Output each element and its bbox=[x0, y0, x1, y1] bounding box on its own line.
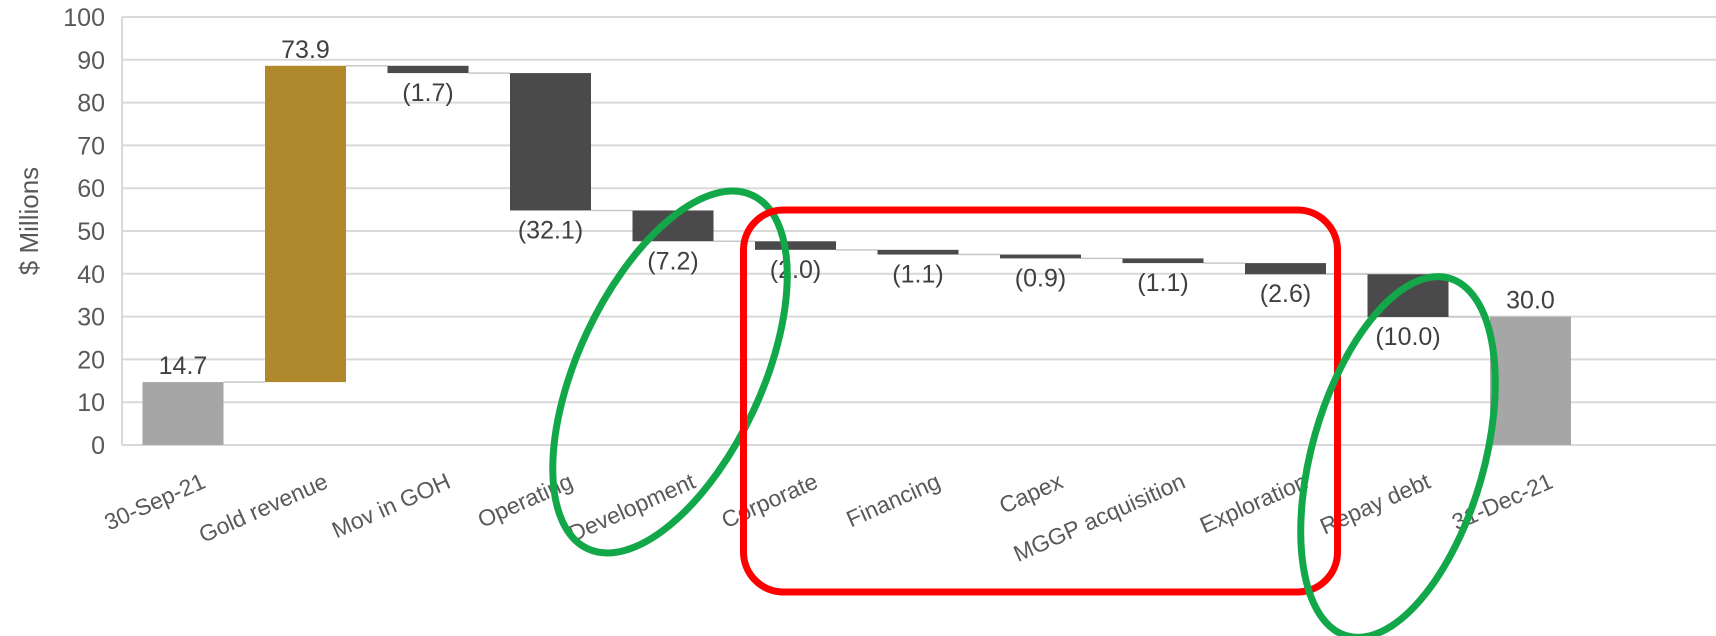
highlight-ellipse-development bbox=[549, 187, 791, 557]
y-tick-label: 0 bbox=[91, 432, 105, 460]
bars bbox=[142, 65, 1571, 445]
data-label: (0.9) bbox=[1015, 264, 1066, 292]
x-category-label: Repay debt bbox=[1316, 468, 1435, 540]
bar-capex bbox=[1000, 254, 1081, 259]
y-tick-label: 80 bbox=[77, 90, 105, 118]
bar-mggp-acquisition bbox=[1122, 258, 1204, 264]
highlight-rectangle-costs bbox=[740, 206, 1341, 596]
bar-corporate bbox=[755, 241, 836, 250]
x-category-label: 30-Sep-21 bbox=[100, 468, 209, 535]
data-label: (32.1) bbox=[518, 216, 583, 244]
x-category-label: Gold revenue bbox=[195, 468, 332, 548]
bar-gold-revenue bbox=[265, 65, 346, 383]
connector-lines bbox=[223, 65, 1490, 383]
bar-financing bbox=[877, 249, 959, 255]
y-tick-label: 30 bbox=[77, 304, 105, 332]
annotation-shapes bbox=[549, 187, 1499, 636]
x-category-label: Capex bbox=[995, 468, 1067, 519]
data-label: (10.0) bbox=[1375, 323, 1440, 351]
y-tick-label: 70 bbox=[77, 132, 105, 160]
data-label: (1.1) bbox=[892, 261, 943, 289]
y-tick-label: 60 bbox=[77, 175, 105, 203]
x-category-label: Development bbox=[565, 468, 700, 547]
y-tick-label: 100 bbox=[63, 4, 105, 32]
x-category-label: Mov in GOH bbox=[328, 468, 454, 543]
y-tick-label: 40 bbox=[77, 261, 105, 289]
y-tick-label: 20 bbox=[77, 346, 105, 374]
data-label: (7.2) bbox=[647, 247, 698, 275]
y-tick-label: 10 bbox=[77, 389, 105, 417]
y-axis-title: $ Millions bbox=[14, 167, 44, 275]
data-label: (2.6) bbox=[1260, 280, 1311, 308]
data-label: (1.1) bbox=[1137, 269, 1188, 297]
data-label: 30.0 bbox=[1506, 287, 1555, 315]
bar-30-sep-21 bbox=[142, 382, 224, 445]
x-category-label: Corporate bbox=[718, 468, 822, 533]
y-tick-label: 50 bbox=[77, 218, 105, 246]
y-tick-label: 90 bbox=[77, 47, 105, 75]
data-label: (1.7) bbox=[402, 79, 453, 107]
x-category-label: Exploration bbox=[1196, 468, 1312, 539]
bar-mov-in-goh bbox=[387, 65, 469, 74]
data-labels: 14.7 73.9 (1.7) (32.1) (7.2) (2.0) (1.1) (0.9) (… bbox=[159, 36, 1555, 380]
bar-exploration bbox=[1245, 263, 1326, 275]
x-category-label: Financing bbox=[842, 468, 944, 532]
gridlines bbox=[121, 16, 1716, 446]
bar-operating bbox=[510, 73, 591, 211]
data-label: 73.9 bbox=[281, 36, 330, 64]
y-axis-tick-labels: 0 10 20 30 40 50 60 70 80 90 100 bbox=[63, 4, 105, 460]
data-label: (2.0) bbox=[770, 256, 821, 284]
data-label: 14.7 bbox=[159, 352, 208, 380]
bar-31-dec-21 bbox=[1490, 316, 1571, 445]
